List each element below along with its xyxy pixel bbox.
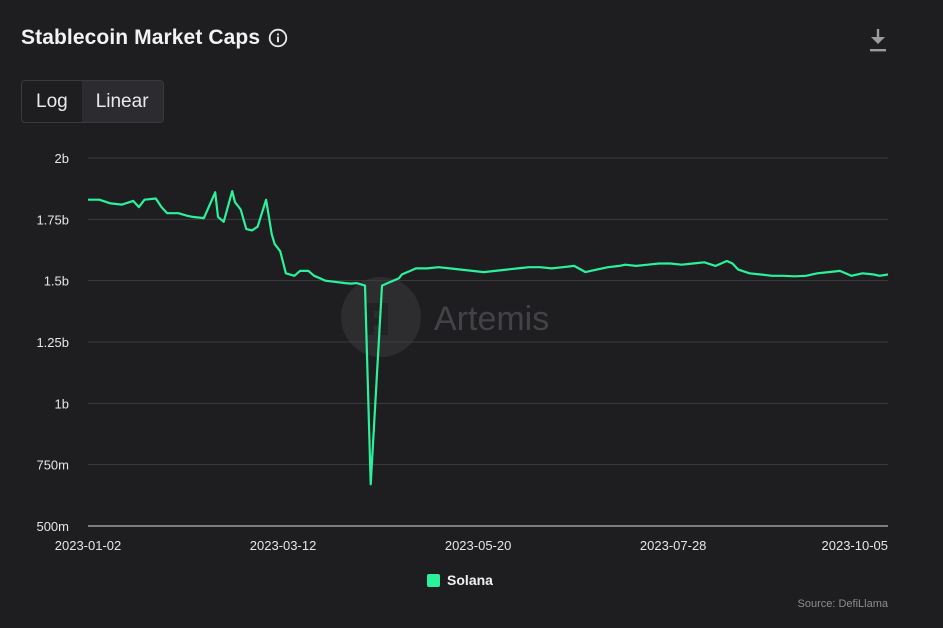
watermark-logo-mark: [366, 303, 388, 335]
x-axis: 2023-01-02 2023-03-12 2023-05-20 2023-07-28…: [55, 538, 888, 553]
linear-scale-button[interactable]: Linear: [81, 81, 163, 122]
x-tick-label: 2023-03-12: [250, 538, 317, 553]
x-tick-label: 2023-01-02: [55, 538, 122, 553]
download-icon[interactable]: [866, 27, 890, 53]
legend-swatch-solana[interactable]: [427, 573, 441, 587]
watermark: Artemis: [341, 277, 549, 357]
y-tick-label: 500m: [36, 519, 69, 534]
info-circle-icon[interactable]: [268, 28, 288, 48]
y-tick-label: 2b: [55, 151, 69, 166]
log-scale-button[interactable]: Log: [22, 81, 82, 122]
x-tick-label: 2023-05-20: [445, 538, 512, 553]
x-tick-label: 2023-10-05: [822, 538, 889, 553]
y-tick-label: 1.5b: [44, 274, 69, 289]
chart-title: Stablecoin Market Caps: [21, 26, 261, 49]
scale-toggle: Log Linear: [21, 80, 164, 123]
grid-lines: [88, 157, 888, 527]
x-tick-label: 2023-07-28: [640, 538, 707, 553]
y-tick-label: 1.75b: [36, 212, 69, 227]
y-axis: 500m 750m 1b 1.25b 1.5b 1.75b 2b: [36, 151, 69, 534]
legend-label-solana[interactable]: Solana: [447, 572, 493, 588]
legend: Solana: [0, 572, 920, 588]
chart-header: Stablecoin Market Caps: [21, 26, 288, 50]
series-lines: [87, 190, 889, 486]
y-tick-label: 750m: [36, 458, 69, 473]
y-tick-label: 1.25b: [36, 335, 69, 350]
watermark-text: Artemis: [434, 300, 549, 338]
series-line-solana[interactable]: [88, 190, 889, 486]
y-tick-label: 1b: [55, 396, 69, 411]
source-note: Source: DefiLlama: [797, 598, 889, 610]
